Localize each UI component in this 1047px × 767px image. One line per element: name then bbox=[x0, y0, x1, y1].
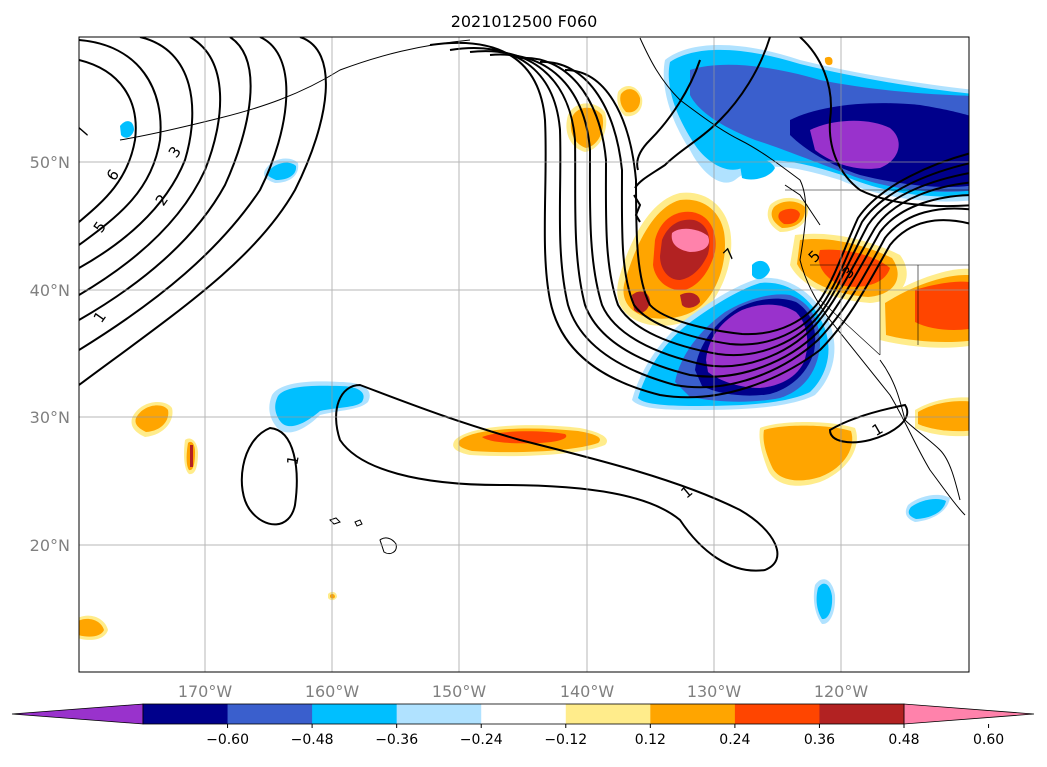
positive-anomaly-ne bbox=[767, 197, 969, 437]
colorbar-tick-label: 0.48 bbox=[888, 732, 919, 748]
colorbar-segment bbox=[819, 704, 905, 724]
lat-label: 40°N bbox=[30, 281, 70, 300]
lon-label: 150°W bbox=[432, 682, 487, 701]
colorbar-tick-label: 0.36 bbox=[804, 732, 835, 748]
colorbar-tick-label: −0.36 bbox=[375, 732, 418, 748]
map-frame bbox=[78, 36, 970, 673]
colorbar-tick-label: 0.12 bbox=[635, 732, 666, 748]
lon-label: 140°W bbox=[560, 682, 615, 701]
colorbar-extend-max bbox=[903, 703, 1035, 725]
colorbar-frame bbox=[142, 703, 905, 725]
lon-label: 170°W bbox=[178, 682, 233, 701]
lon-label: 120°W bbox=[814, 682, 869, 701]
colorbar-tick-label: 0.24 bbox=[719, 732, 750, 748]
contour-lines bbox=[79, 37, 969, 572]
colorbar-tick-label: −0.48 bbox=[291, 732, 334, 748]
contour-label: 1 bbox=[283, 454, 302, 467]
gridlines bbox=[79, 37, 969, 672]
colorbar-tick-label: −0.60 bbox=[206, 732, 249, 748]
colorbar-tick-label: 0.60 bbox=[973, 732, 1004, 748]
colorbar-segment bbox=[565, 704, 651, 724]
lat-labels: 50°N 40°N 30°N 20°N bbox=[30, 153, 70, 555]
lat-label: 30°N bbox=[30, 408, 70, 427]
lon-labels: 170°W 160°W 150°W 140°W 130°W 120°W bbox=[178, 682, 869, 701]
coastlines bbox=[119, 37, 966, 555]
colorbar-segment bbox=[481, 704, 567, 724]
colorbar-tick-label: −0.12 bbox=[544, 732, 587, 748]
lat-label: 20°N bbox=[30, 536, 70, 555]
colorbar-extend-min bbox=[11, 703, 144, 725]
colorbar-segment bbox=[734, 704, 820, 724]
colorbar-segment bbox=[143, 704, 229, 724]
colorbar-segment bbox=[227, 704, 313, 724]
lon-label: 130°W bbox=[687, 682, 742, 701]
lat-label: 50°N bbox=[30, 153, 70, 172]
colorbar: −0.60 −0.48 −0.36 −0.24 −0.12 0.12 0.24 0.36 0.4… bbox=[11, 703, 1035, 748]
colorbar-tick-label: −0.24 bbox=[460, 732, 503, 748]
colorbar-segment bbox=[396, 704, 482, 724]
map-panel: 7 6 5 3 2 1 1 1 1 3 5 7 bbox=[79, 37, 969, 672]
lon-label: 160°W bbox=[305, 682, 360, 701]
map-title: 2021012500 F060 bbox=[451, 12, 598, 31]
colorbar-segment bbox=[312, 704, 398, 724]
colorbar-segment bbox=[650, 704, 736, 724]
positive-anomaly-offshore bbox=[617, 192, 732, 326]
